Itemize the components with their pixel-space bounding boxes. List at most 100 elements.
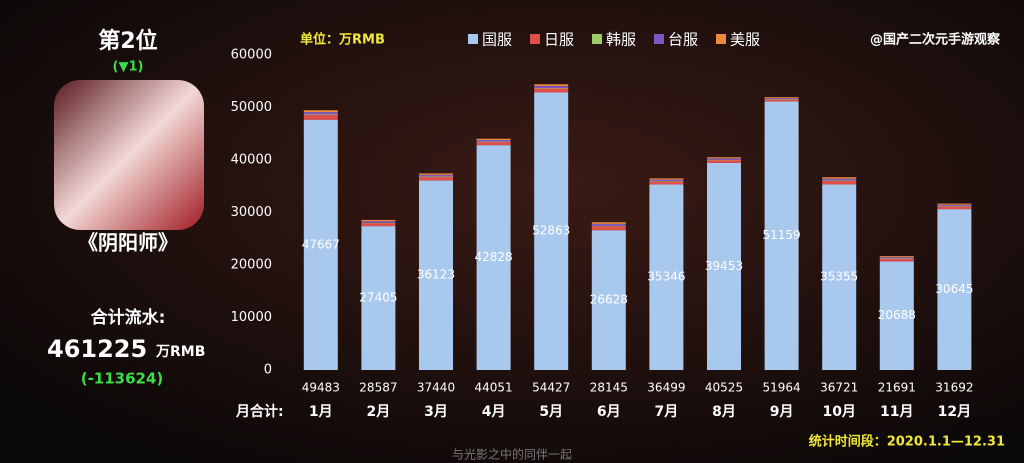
- month-total: 49483: [302, 381, 340, 395]
- month-total: 44051: [475, 381, 513, 395]
- bar-segment: [419, 173, 453, 175]
- bar-segment: [476, 140, 511, 142]
- bar-segment: [419, 180, 453, 370]
- total-unit: 万RMB: [155, 344, 205, 360]
- legend-label: 韩服: [606, 31, 636, 49]
- legend-swatch: [654, 34, 664, 44]
- bar-segment: [476, 141, 511, 146]
- bar-segment: [534, 88, 569, 93]
- legend-label: 台服: [668, 31, 698, 49]
- bar-segment: [649, 181, 684, 182]
- bar-segment: [591, 222, 626, 224]
- value-label: 27405: [359, 291, 397, 305]
- x-tick-label: 3月: [424, 404, 448, 420]
- bar-segment: [419, 176, 453, 178]
- rank: 第2位: [98, 28, 157, 54]
- x-tick-label: 9月: [770, 404, 794, 420]
- bar-segment: [879, 261, 914, 370]
- y-tick-label: 10000: [231, 310, 272, 325]
- bar-segment: [303, 114, 338, 120]
- month-total: 36499: [647, 381, 685, 395]
- total: 461225: [47, 335, 147, 363]
- value-label: 52863: [532, 224, 570, 238]
- bar-segment: [879, 256, 914, 258]
- month-total: 36721: [820, 381, 858, 395]
- bar-segment: [879, 258, 914, 262]
- x-tick-label: 8月: [712, 404, 736, 420]
- bar-segment: [591, 230, 626, 370]
- bar-segment: [303, 119, 338, 370]
- bar-segment: [361, 222, 396, 224]
- month-total: 37440: [417, 381, 455, 395]
- bar-segment: [879, 257, 914, 259]
- bar-segment: [649, 179, 684, 182]
- bar-segment: [937, 203, 972, 205]
- bar-segment: [764, 98, 799, 100]
- x-tick-label: 6月: [597, 404, 621, 420]
- bar-segment: [476, 141, 511, 143]
- bar-segment: [534, 87, 569, 89]
- value-label: 51159: [763, 228, 801, 242]
- value-label: 35355: [820, 270, 858, 284]
- month-total: 21691: [878, 381, 916, 395]
- value-label: 26628: [590, 293, 628, 307]
- bar-segment: [361, 226, 396, 370]
- bar-segment: [937, 206, 972, 207]
- bar-segment: [937, 206, 972, 210]
- bar-segment: [764, 99, 799, 100]
- y-tick-label: 0: [264, 363, 272, 378]
- rank-change: (▼1): [113, 60, 144, 75]
- caption: 与光影之中的同伴一起: [452, 447, 572, 462]
- x-tick-label: 5月: [539, 404, 563, 420]
- game-name: 《阴阳师》: [78, 231, 178, 255]
- bar-segment: [937, 204, 972, 207]
- x-tick-label: 7月: [655, 404, 679, 420]
- bar-segment: [822, 184, 857, 370]
- month-total: 31692: [935, 381, 973, 395]
- value-label: 36123: [417, 268, 455, 282]
- x-tick-label: 12月: [938, 404, 971, 420]
- bar-segment: [361, 221, 396, 223]
- month-total: 40525: [705, 381, 743, 395]
- y-tick-label: 40000: [231, 153, 272, 168]
- bar-segment: [534, 84, 569, 86]
- bar-segment: [303, 110, 338, 113]
- bar-segment: [361, 219, 396, 222]
- x-tick-label: 10月: [822, 404, 855, 420]
- bar-segment: [707, 159, 741, 161]
- bar-segment: [937, 209, 972, 370]
- bar-segment: [822, 178, 857, 181]
- bar-segment: [649, 178, 684, 180]
- bar-segment: [764, 99, 799, 102]
- source: @国产二次元手游观察: [870, 32, 1001, 48]
- value-label: 47667: [302, 237, 340, 251]
- bar-segment: [822, 180, 857, 185]
- legend-swatch: [468, 34, 478, 44]
- legend-swatch: [716, 34, 726, 44]
- bar-segment: [707, 157, 741, 159]
- y-tick-label: 30000: [231, 205, 272, 220]
- unit: 单位：万RMB: [300, 32, 385, 48]
- x-tick-label: 1月: [309, 404, 333, 420]
- value-label: 35346: [647, 270, 685, 284]
- bar-segment: [419, 174, 453, 177]
- bar-segment: [764, 101, 799, 370]
- total-label: 合计流水:: [91, 307, 166, 328]
- month-total: 28145: [590, 381, 628, 395]
- x-tick-label: 11月: [880, 404, 913, 420]
- bar-segment: [303, 114, 338, 116]
- legend-label: 日服: [544, 31, 574, 49]
- month-total: 28587: [359, 381, 397, 395]
- bar-segment: [879, 258, 914, 259]
- period: 统计时间段：2020.1.1—12.31: [809, 434, 1005, 450]
- legend-label: 国服: [482, 31, 512, 49]
- bar-segment: [476, 145, 511, 370]
- bar-segment: [591, 225, 626, 227]
- bar-segment: [649, 184, 684, 370]
- bar-segment: [419, 176, 453, 181]
- bar-segment: [822, 177, 857, 179]
- bar-segment: [707, 158, 741, 160]
- y-tick-label: 50000: [231, 100, 272, 115]
- game-icon: [54, 80, 204, 230]
